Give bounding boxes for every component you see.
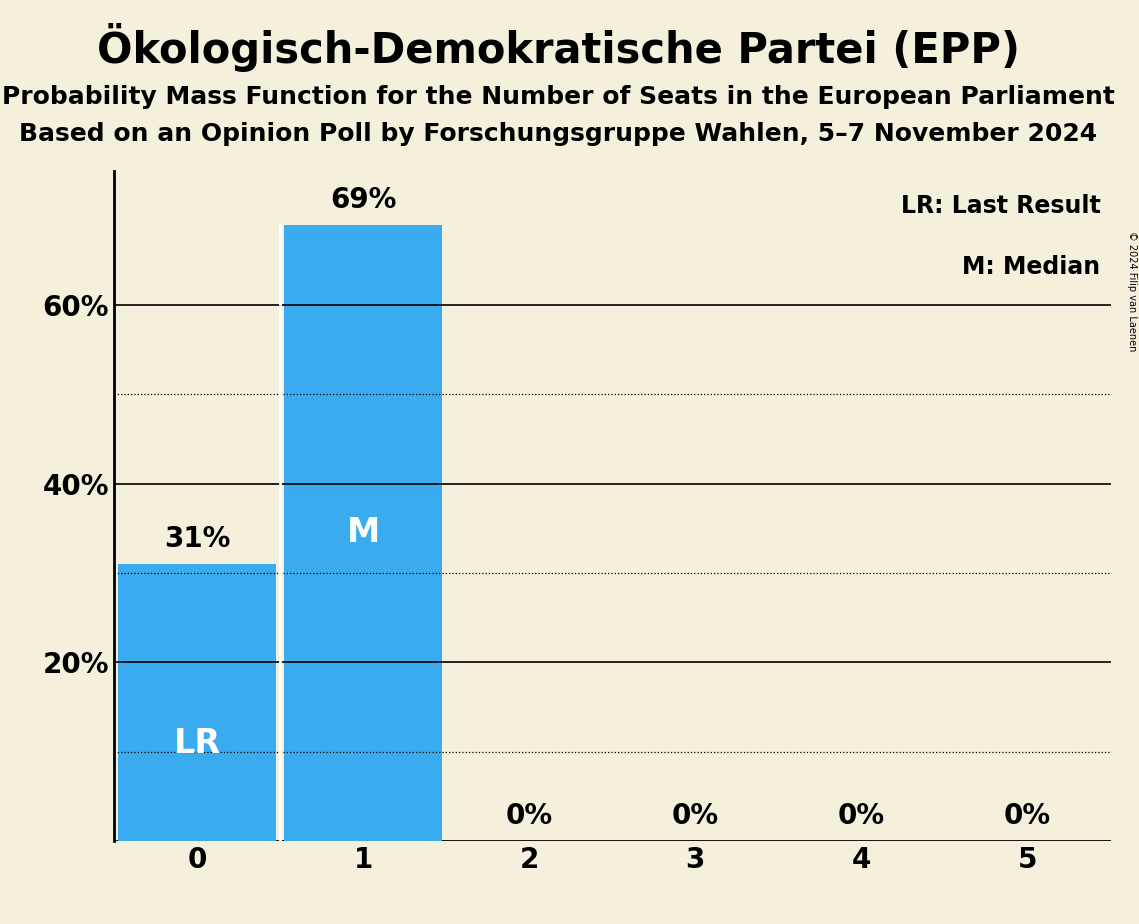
Text: Ökologisch-Demokratische Partei (EPP): Ökologisch-Demokratische Partei (EPP) [97,23,1019,72]
Text: Probability Mass Function for the Number of Seats in the European Parliament: Probability Mass Function for the Number… [1,85,1115,109]
Text: M: M [346,517,379,549]
Text: © 2024 Filip van Laenen: © 2024 Filip van Laenen [1126,231,1137,351]
Text: 0%: 0% [506,802,552,830]
Text: 31%: 31% [164,525,230,553]
Bar [118,564,276,841]
Text: 0%: 0% [1003,802,1051,830]
Text: 69%: 69% [330,186,396,213]
Text: 0%: 0% [838,802,885,830]
Text: 0%: 0% [672,802,719,830]
Text: LR: Last Result: LR: Last Result [901,194,1100,218]
Text: M: Median: M: Median [962,255,1100,279]
Text: LR: LR [173,727,221,760]
Text: Based on an Opinion Poll by Forschungsgruppe Wahlen, 5–7 November 2024: Based on an Opinion Poll by Forschungsgr… [19,122,1097,146]
Bar [284,225,442,841]
